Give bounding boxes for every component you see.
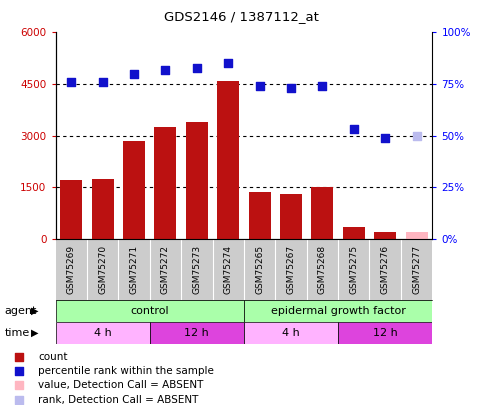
- Text: agent: agent: [5, 306, 37, 316]
- Text: GSM75270: GSM75270: [98, 245, 107, 294]
- Text: GSM75274: GSM75274: [224, 245, 233, 294]
- Point: [130, 70, 138, 77]
- Bar: [60, 181, 82, 239]
- Text: GSM75271: GSM75271: [129, 245, 139, 294]
- Bar: [374, 232, 396, 239]
- Point: [15, 368, 23, 374]
- Point: [350, 126, 357, 133]
- Text: ▶: ▶: [31, 328, 39, 338]
- Point: [15, 396, 23, 403]
- Point: [99, 79, 107, 85]
- Point: [256, 83, 264, 90]
- Bar: [56, 322, 150, 344]
- Bar: [56, 300, 244, 322]
- Point: [193, 64, 201, 71]
- Point: [382, 134, 389, 141]
- Bar: [217, 81, 239, 239]
- Text: count: count: [38, 352, 68, 362]
- Text: rank, Detection Call = ABSENT: rank, Detection Call = ABSENT: [38, 394, 199, 405]
- Text: GSM75268: GSM75268: [318, 245, 327, 294]
- Text: GSM75277: GSM75277: [412, 245, 421, 294]
- Bar: [150, 322, 244, 344]
- Bar: [406, 232, 427, 239]
- Text: GSM75273: GSM75273: [192, 245, 201, 294]
- Bar: [244, 300, 432, 322]
- Point: [412, 132, 420, 139]
- Bar: [343, 227, 365, 239]
- Bar: [312, 188, 333, 239]
- Bar: [249, 192, 270, 239]
- Text: ▶: ▶: [31, 306, 39, 316]
- Text: 12 h: 12 h: [185, 328, 209, 338]
- Bar: [186, 122, 208, 239]
- Point: [15, 382, 23, 388]
- Bar: [338, 322, 432, 344]
- Text: GSM75265: GSM75265: [255, 245, 264, 294]
- Point: [68, 79, 75, 85]
- Point: [161, 66, 170, 73]
- Point: [224, 60, 232, 67]
- Text: GSM75269: GSM75269: [67, 245, 76, 294]
- Text: GSM75276: GSM75276: [381, 245, 390, 294]
- Text: epidermal growth factor: epidermal growth factor: [270, 306, 406, 316]
- Text: time: time: [5, 328, 30, 338]
- Text: 12 h: 12 h: [373, 328, 398, 338]
- Text: GDS2146 / 1387112_at: GDS2146 / 1387112_at: [164, 10, 319, 23]
- Text: control: control: [130, 306, 169, 316]
- Text: value, Detection Call = ABSENT: value, Detection Call = ABSENT: [38, 380, 204, 390]
- Text: percentile rank within the sample: percentile rank within the sample: [38, 366, 214, 376]
- Bar: [123, 141, 145, 239]
- Bar: [155, 127, 176, 239]
- Point: [287, 85, 295, 92]
- Bar: [244, 322, 338, 344]
- Text: GSM75275: GSM75275: [349, 245, 358, 294]
- Text: GSM75272: GSM75272: [161, 245, 170, 294]
- Point: [319, 83, 327, 90]
- Text: 4 h: 4 h: [94, 328, 112, 338]
- Text: GSM75267: GSM75267: [286, 245, 296, 294]
- Point: [15, 354, 23, 360]
- Bar: [280, 194, 302, 239]
- Text: 4 h: 4 h: [282, 328, 300, 338]
- Bar: [92, 179, 114, 239]
